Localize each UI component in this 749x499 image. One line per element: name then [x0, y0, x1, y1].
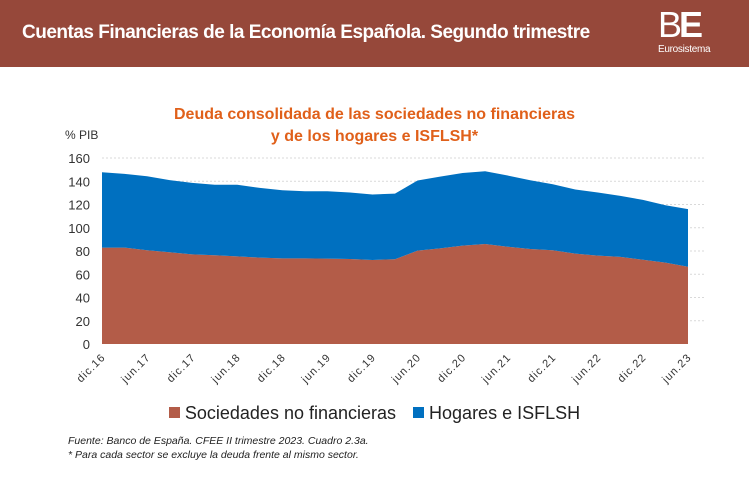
legend-label: Sociedades no financieras [184, 403, 397, 423]
legend-item-snf: Sociedades no financieras [168, 403, 397, 424]
footnote: * Para cada sector se excluye la deuda f… [68, 449, 359, 461]
x-tick-label: jun.21 [479, 352, 514, 387]
x-tick-label: jun.23 [659, 352, 694, 387]
page-title: Cuentas Financieras de la Economía Españ… [22, 22, 590, 43]
logo-subtitle: Eurosistema [658, 44, 711, 55]
y-tick-label: 0 [83, 337, 90, 352]
x-tick-label: dic.19 [345, 352, 378, 385]
x-tick-label: dic.20 [435, 352, 468, 385]
x-tick-label: dic.17 [165, 352, 198, 385]
x-tick-label: dic.21 [525, 352, 558, 385]
x-tick-label: jun.19 [299, 352, 334, 387]
x-tick-label: jun.18 [209, 352, 244, 387]
area-series-snf [102, 244, 688, 344]
x-tick-label: jun.17 [119, 352, 154, 387]
banco-de-espana-logo: BE Eurosistema [658, 4, 711, 56]
legend-swatch-hogares [413, 407, 425, 418]
chart-title-line-1: Deuda consolidada de las sociedades no f… [173, 106, 576, 123]
x-tick-label: dic.16 [75, 352, 108, 385]
x-tick-label: dic.22 [616, 352, 649, 385]
y-tick-label: 160 [68, 151, 90, 166]
y-tick-label: 80 [76, 244, 90, 259]
y-tick-label: 20 [76, 314, 90, 329]
area-series-hogares [102, 171, 688, 267]
chart-title-line-2: y de los hogares e ISFLSH* [270, 128, 479, 145]
y-axis-unit: % PIB [65, 128, 99, 142]
x-tick-label: jun.22 [569, 352, 604, 387]
legend: Sociedades no financieras Hogares e ISFL… [0, 403, 749, 424]
source-note: Fuente: Banco de España. CFEE II trimest… [68, 435, 369, 447]
chart-title: Deuda consolidada de las sociedades no f… [0, 104, 749, 148]
header-bar: Cuentas Financieras de la Economía Españ… [0, 0, 749, 67]
x-tick-label: jun.20 [389, 352, 424, 387]
legend-swatch-snf [168, 407, 180, 418]
y-tick-label: 40 [76, 291, 90, 306]
y-tick-label: 120 [68, 198, 90, 213]
x-tick-label: dic.18 [255, 352, 288, 385]
y-tick-label: 100 [68, 221, 90, 236]
legend-item-hogares: Hogares e ISFLSH [413, 403, 580, 424]
y-tick-label: 140 [68, 174, 90, 189]
y-tick-label: 60 [76, 267, 90, 282]
legend-label: Hogares e ISFLSH [429, 403, 581, 423]
